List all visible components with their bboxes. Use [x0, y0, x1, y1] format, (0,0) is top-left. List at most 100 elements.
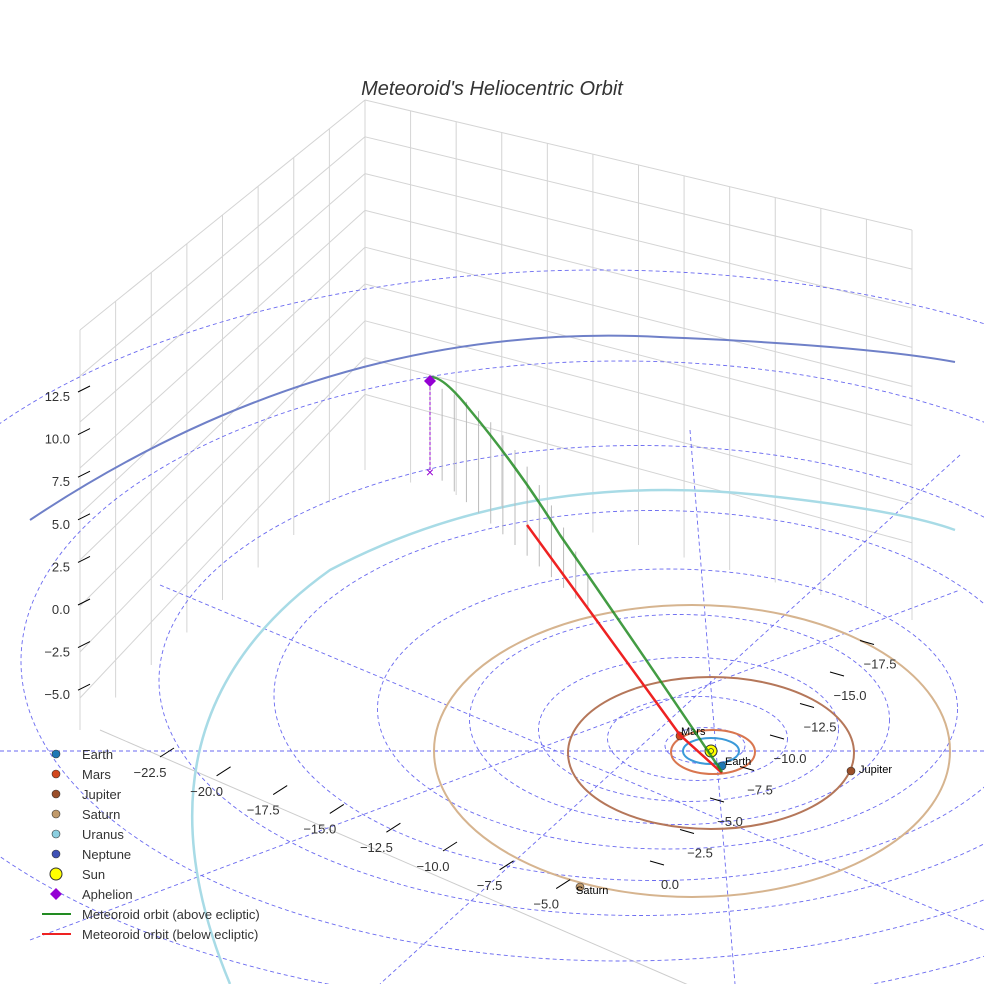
mars-label: Mars	[681, 726, 706, 738]
y-tick-mark	[859, 640, 875, 645]
grid-box	[79, 99, 913, 984]
y-tick-label: −7.5	[747, 783, 773, 798]
y-tick-label: −17.5	[864, 657, 897, 672]
legend-label: Sun	[82, 867, 105, 882]
legend-item-uranus[interactable]: Uranus	[51, 827, 124, 842]
z-tick-mark	[77, 555, 91, 563]
z-tick-label: 0.0	[52, 602, 70, 617]
y-tick-mark	[739, 766, 755, 771]
z-tick-label: −5.0	[44, 687, 70, 702]
legend-label: Meteoroid orbit (below ecliptic)	[82, 927, 258, 942]
grid-line	[364, 136, 913, 270]
ecliptic-circle	[538, 656, 839, 802]
x-tick-mark	[159, 747, 175, 758]
ecliptic-radial	[159, 584, 984, 931]
z-tick-mark	[77, 598, 91, 606]
x-tick-mark	[555, 879, 571, 890]
saturn-label: Saturn	[576, 885, 608, 897]
legend-item-aphelion[interactable]: Aphelion	[50, 887, 133, 902]
legend-label: Uranus	[82, 827, 124, 842]
y-tick-mark	[709, 797, 725, 803]
planet-orbits: Earth Mars Jupiter Saturn	[29, 334, 956, 984]
x-tick-mark	[216, 766, 231, 777]
z-tick-mark	[77, 683, 91, 691]
x-tick-mark	[272, 785, 288, 796]
legend-label: Aphelion	[82, 887, 133, 902]
grid-line	[79, 320, 366, 607]
legend-item-sun[interactable]: Sun	[49, 867, 105, 882]
legend-label: Saturn	[82, 807, 120, 822]
ecliptic-grid	[0, 269, 984, 984]
legend-label: Meteoroid orbit (above ecliptic)	[82, 907, 260, 922]
y-tick-label: −15.0	[834, 688, 867, 703]
y-tick-mark	[769, 734, 785, 740]
grid-line	[364, 320, 913, 466]
y-tick-label: −12.5	[804, 720, 837, 735]
z-tick-label: 12.5	[45, 389, 70, 404]
aphelion-projection-x-icon: ×	[426, 464, 434, 480]
z-tick-mark	[77, 641, 91, 649]
x-tick-label: −17.5	[247, 803, 280, 818]
ecliptic-circle	[20, 360, 984, 962]
grid-line	[364, 357, 913, 505]
legend-label: Earth	[82, 747, 113, 762]
grid-line	[364, 393, 913, 544]
z-tick-label: −2.5	[44, 645, 70, 660]
z-tick-mark	[77, 428, 91, 436]
x-tick-mark	[329, 803, 345, 814]
grid-line	[364, 246, 913, 387]
saturn-marker	[575, 882, 585, 892]
neptune-orbit	[29, 334, 956, 521]
x-tick-label: −10.0	[417, 859, 450, 874]
ecliptic-circle	[158, 445, 984, 916]
legend[interactable]: Earth Mars Jupiter Saturn Uranus Neptune Sun Ap…	[42, 747, 260, 942]
legend-item-jupiter[interactable]: Jupiter	[51, 787, 122, 802]
z-tick-label: 7.5	[52, 474, 70, 489]
z-tick-label: 10.0	[45, 432, 70, 447]
x-tick-label: −15.0	[303, 821, 336, 836]
x-tick-label: −22.5	[134, 765, 167, 780]
legend-label: Mars	[82, 767, 111, 782]
grid-line	[79, 99, 366, 331]
z-tick-mark	[77, 513, 91, 521]
legend-item-neptune[interactable]: Neptune	[51, 847, 131, 862]
mars-orbit	[670, 729, 756, 775]
y-tick-mark	[679, 829, 695, 834]
ecliptic-circle	[0, 269, 984, 984]
grid-line	[364, 99, 913, 231]
legend-marker-icon	[51, 789, 61, 799]
legend-marker-icon	[51, 829, 61, 839]
grid-line	[79, 394, 366, 699]
jupiter-label: Jupiter	[859, 764, 892, 776]
grid-line	[79, 246, 366, 515]
grid-line	[79, 173, 366, 423]
grid-line	[364, 283, 913, 426]
legend-marker-icon	[51, 749, 61, 759]
legend-item-meteoroid-orbit-above-ecliptic[interactable]: Meteoroid orbit (above ecliptic)	[42, 907, 260, 922]
y-tick-label: −2.5	[687, 846, 713, 861]
z-tick-mark	[77, 385, 91, 393]
grid-line	[364, 209, 913, 348]
ecliptic-circle	[664, 727, 746, 765]
legend-item-saturn[interactable]: Saturn	[51, 807, 120, 822]
grid-line	[79, 357, 366, 653]
legend-item-mars[interactable]: Mars	[51, 767, 111, 782]
legend-item-earth[interactable]: Earth	[51, 747, 113, 762]
legend-marker-icon	[51, 769, 61, 779]
y-tick-mark	[649, 860, 665, 866]
earth-label: Earth	[725, 756, 751, 768]
aphelion-marker	[424, 375, 436, 387]
x-tick-mark	[499, 860, 514, 871]
chart-title: Meteoroid's Heliocentric Orbit	[361, 78, 624, 100]
legend-item-meteoroid-orbit-below-ecliptic[interactable]: Meteoroid orbit (below ecliptic)	[42, 927, 258, 942]
x-tick-mark	[386, 822, 401, 833]
ecliptic-circle	[377, 568, 958, 850]
legend-label: Jupiter	[82, 787, 122, 802]
z-tick-mark	[77, 470, 91, 478]
y-tick-mark	[799, 703, 815, 708]
y-tick-label: −10.0	[774, 751, 807, 766]
y-tick-label: 0.0	[661, 877, 679, 892]
ecliptic-radial	[29, 589, 961, 941]
